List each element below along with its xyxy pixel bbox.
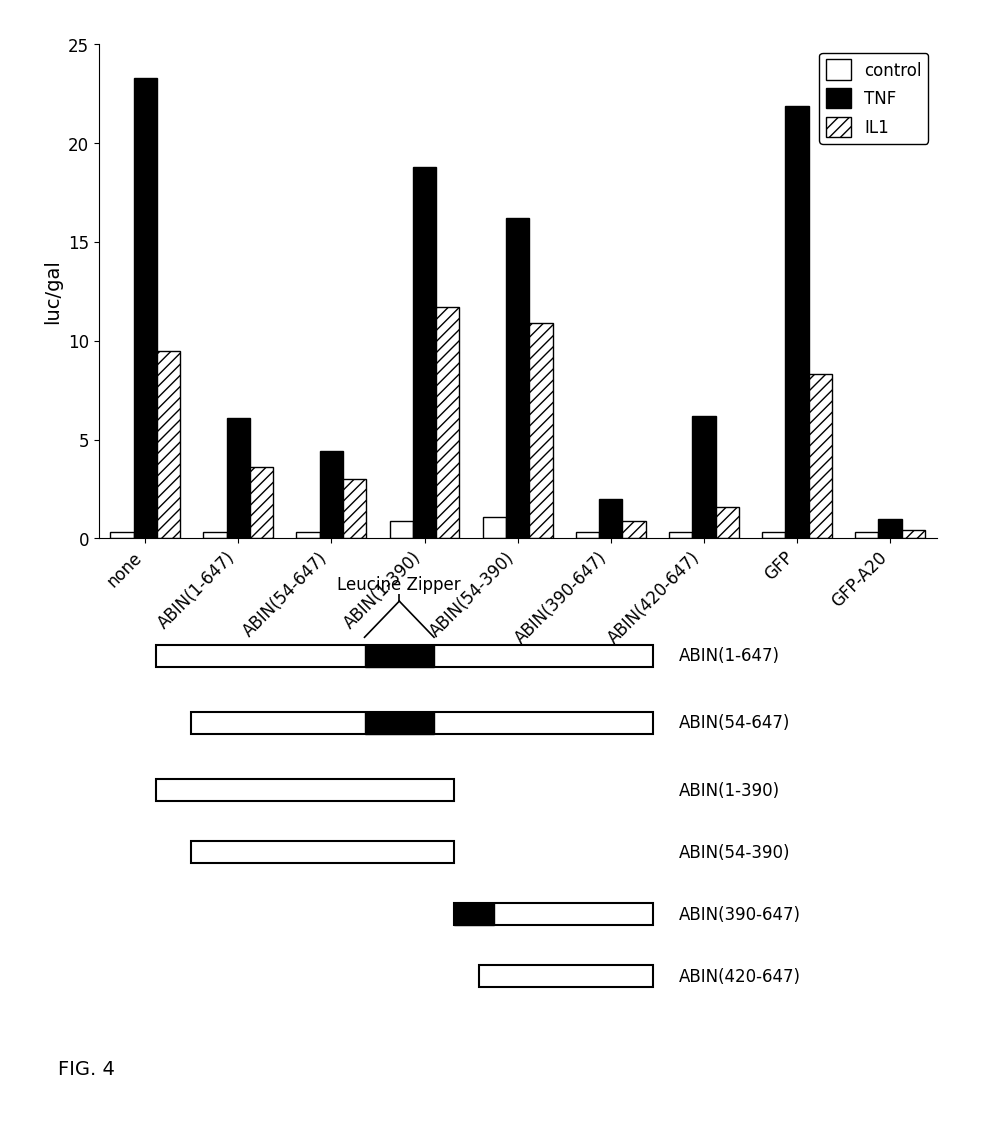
FancyBboxPatch shape [454,903,653,925]
Bar [249,468,273,539]
FancyBboxPatch shape [156,645,653,666]
Bar [786,107,809,539]
FancyBboxPatch shape [190,712,653,734]
Bar [809,375,832,539]
Bar [529,323,552,539]
Y-axis label: luc/gal: luc/gal [43,259,62,324]
Bar [227,419,249,539]
Bar [203,533,227,539]
Bar [297,533,319,539]
FancyBboxPatch shape [365,645,434,666]
Bar [506,219,529,539]
Bar [622,521,646,539]
Bar [762,533,786,539]
Bar [389,521,413,539]
Bar [879,518,902,539]
Bar [716,507,739,539]
Bar [576,533,599,539]
Text: ABIN(420-647): ABIN(420-647) [679,967,802,985]
Bar [133,79,157,539]
Text: ABIN(54-647): ABIN(54-647) [679,715,791,733]
FancyBboxPatch shape [190,842,454,863]
Bar [319,452,343,539]
Bar [343,479,367,539]
Text: FIG. 4: FIG. 4 [58,1059,115,1078]
Bar [483,517,506,539]
Text: ABIN(54-390): ABIN(54-390) [679,844,791,862]
Text: ABIN(390-647): ABIN(390-647) [679,905,802,923]
Text: Leucine Zipper: Leucine Zipper [337,576,461,594]
FancyBboxPatch shape [454,903,494,925]
FancyBboxPatch shape [479,965,653,987]
Text: ABIN(1-390): ABIN(1-390) [679,781,781,799]
Bar [669,533,692,539]
Bar [692,416,716,539]
Bar [110,533,133,539]
FancyBboxPatch shape [156,780,454,801]
Bar [599,499,622,539]
Legend: control, TNF, IL1: control, TNF, IL1 [819,53,929,144]
Bar [902,531,925,539]
Bar [413,167,436,539]
Text: ABIN(1-647): ABIN(1-647) [679,647,780,665]
Bar [436,307,459,539]
Bar [855,533,879,539]
Bar [157,351,180,539]
FancyBboxPatch shape [365,712,434,734]
